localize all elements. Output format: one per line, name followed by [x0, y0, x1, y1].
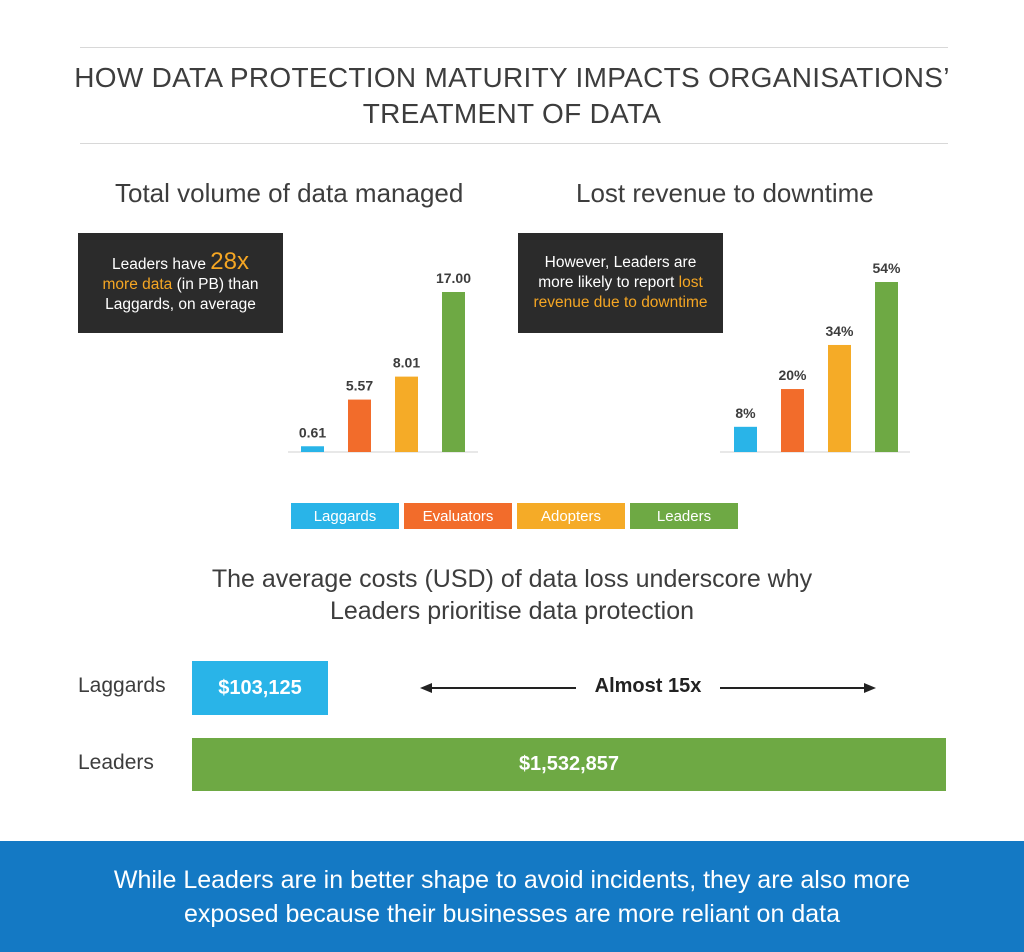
revenue-callout-line2: more likely to report	[538, 274, 679, 291]
revenue-value-label-laggards: 8%	[735, 405, 756, 421]
cost-row-label-leaders: Leaders	[78, 751, 154, 774]
title-bottom-rule	[80, 143, 948, 144]
volume-value-label-laggards: 0.61	[299, 424, 326, 440]
volume-callout-post: (in PB) than	[172, 275, 259, 293]
volume-value-label-evaluators: 5.57	[346, 378, 373, 394]
costs-subtitle-line-1: The average costs (USD) of data loss und…	[211, 565, 813, 593]
footer-banner: While Leaders are in better shape to avo…	[0, 841, 1024, 952]
volume-bar-evaluators	[348, 399, 371, 452]
volume-callout: Leaders have 28x more data (in PB) than …	[78, 233, 283, 333]
revenue-value-label-leaders: 54%	[872, 260, 901, 276]
cost-bar-leaders: $1,532,857	[192, 738, 946, 791]
arrow-right-line	[720, 687, 866, 689]
costs-subtitle: The average costs (USD) of data loss und…	[40, 563, 984, 627]
cost-value-leaders: $1,532,857	[518, 753, 620, 775]
volume-value-label-leaders: 17.00	[436, 270, 471, 286]
revenue-bar-evaluators	[781, 389, 804, 452]
volume-bar-chart: 0.61 5.57 8.01 17.00	[288, 270, 478, 453]
revenue-bar-adopters	[828, 344, 851, 452]
legend-evaluators: Evaluators	[404, 503, 512, 529]
volume-value-label-adopters: 8.01	[393, 355, 420, 371]
title-line-1: HOW DATA PROTECTION MATURITY IMPACTS ORG…	[74, 62, 950, 93]
footer-line-1: While Leaders are in better shape to avo…	[113, 865, 911, 894]
title-line-2: TREATMENT OF DATA	[362, 98, 662, 129]
cost-value-laggards: $103,125	[218, 676, 302, 699]
arrow-left-line	[430, 687, 576, 689]
revenue-bar-leaders	[875, 282, 898, 452]
revenue-bar-laggards	[734, 426, 757, 452]
volume-callout-pre: Leaders have	[112, 255, 211, 273]
legend: Laggards Evaluators Adopters Leaders	[291, 503, 738, 529]
volume-bar-laggards	[301, 446, 324, 452]
arrow-left-icon	[420, 683, 432, 693]
revenue-bar-chart: 8% 20% 34% 54%	[720, 260, 910, 453]
volume-callout-highlight: more data	[102, 275, 173, 293]
volume-bar-adopters	[395, 376, 418, 452]
revenue-value-label-evaluators: 20%	[778, 367, 807, 383]
page-title: HOW DATA PROTECTION MATURITY IMPACTS ORG…	[40, 60, 984, 132]
revenue-value-label-adopters: 34%	[825, 323, 854, 339]
revenue-callout-highlight2: revenue due to downtime	[533, 294, 708, 311]
cost-row-label-laggards: Laggards	[78, 674, 166, 697]
comparison-label: Almost 15x	[594, 675, 702, 697]
volume-chart-title: Total volume of data managed	[115, 178, 464, 208]
volume-callout-line3: Laggards, on average	[105, 295, 256, 313]
legend-adopters: Adopters	[517, 503, 625, 529]
revenue-callout-line1: However, Leaders are	[544, 254, 697, 271]
cost-bar-laggards: $103,125	[192, 661, 328, 715]
revenue-callout-highlight1: lost	[678, 274, 703, 291]
legend-laggards: Laggards	[291, 503, 399, 529]
volume-bar-leaders	[442, 292, 465, 452]
revenue-callout: However, Leaders are more likely to repo…	[518, 233, 723, 333]
top-rule	[80, 47, 948, 48]
arrow-right-icon	[864, 683, 876, 693]
footer-line-2: exposed because their businesses are mor…	[184, 899, 840, 928]
legend-leaders: Leaders	[630, 503, 738, 529]
revenue-chart-title: Lost revenue to downtime	[576, 178, 874, 208]
costs-subtitle-line-2: Leaders prioritise data protection	[329, 597, 695, 625]
volume-callout-multiplier: 28x	[210, 247, 249, 275]
